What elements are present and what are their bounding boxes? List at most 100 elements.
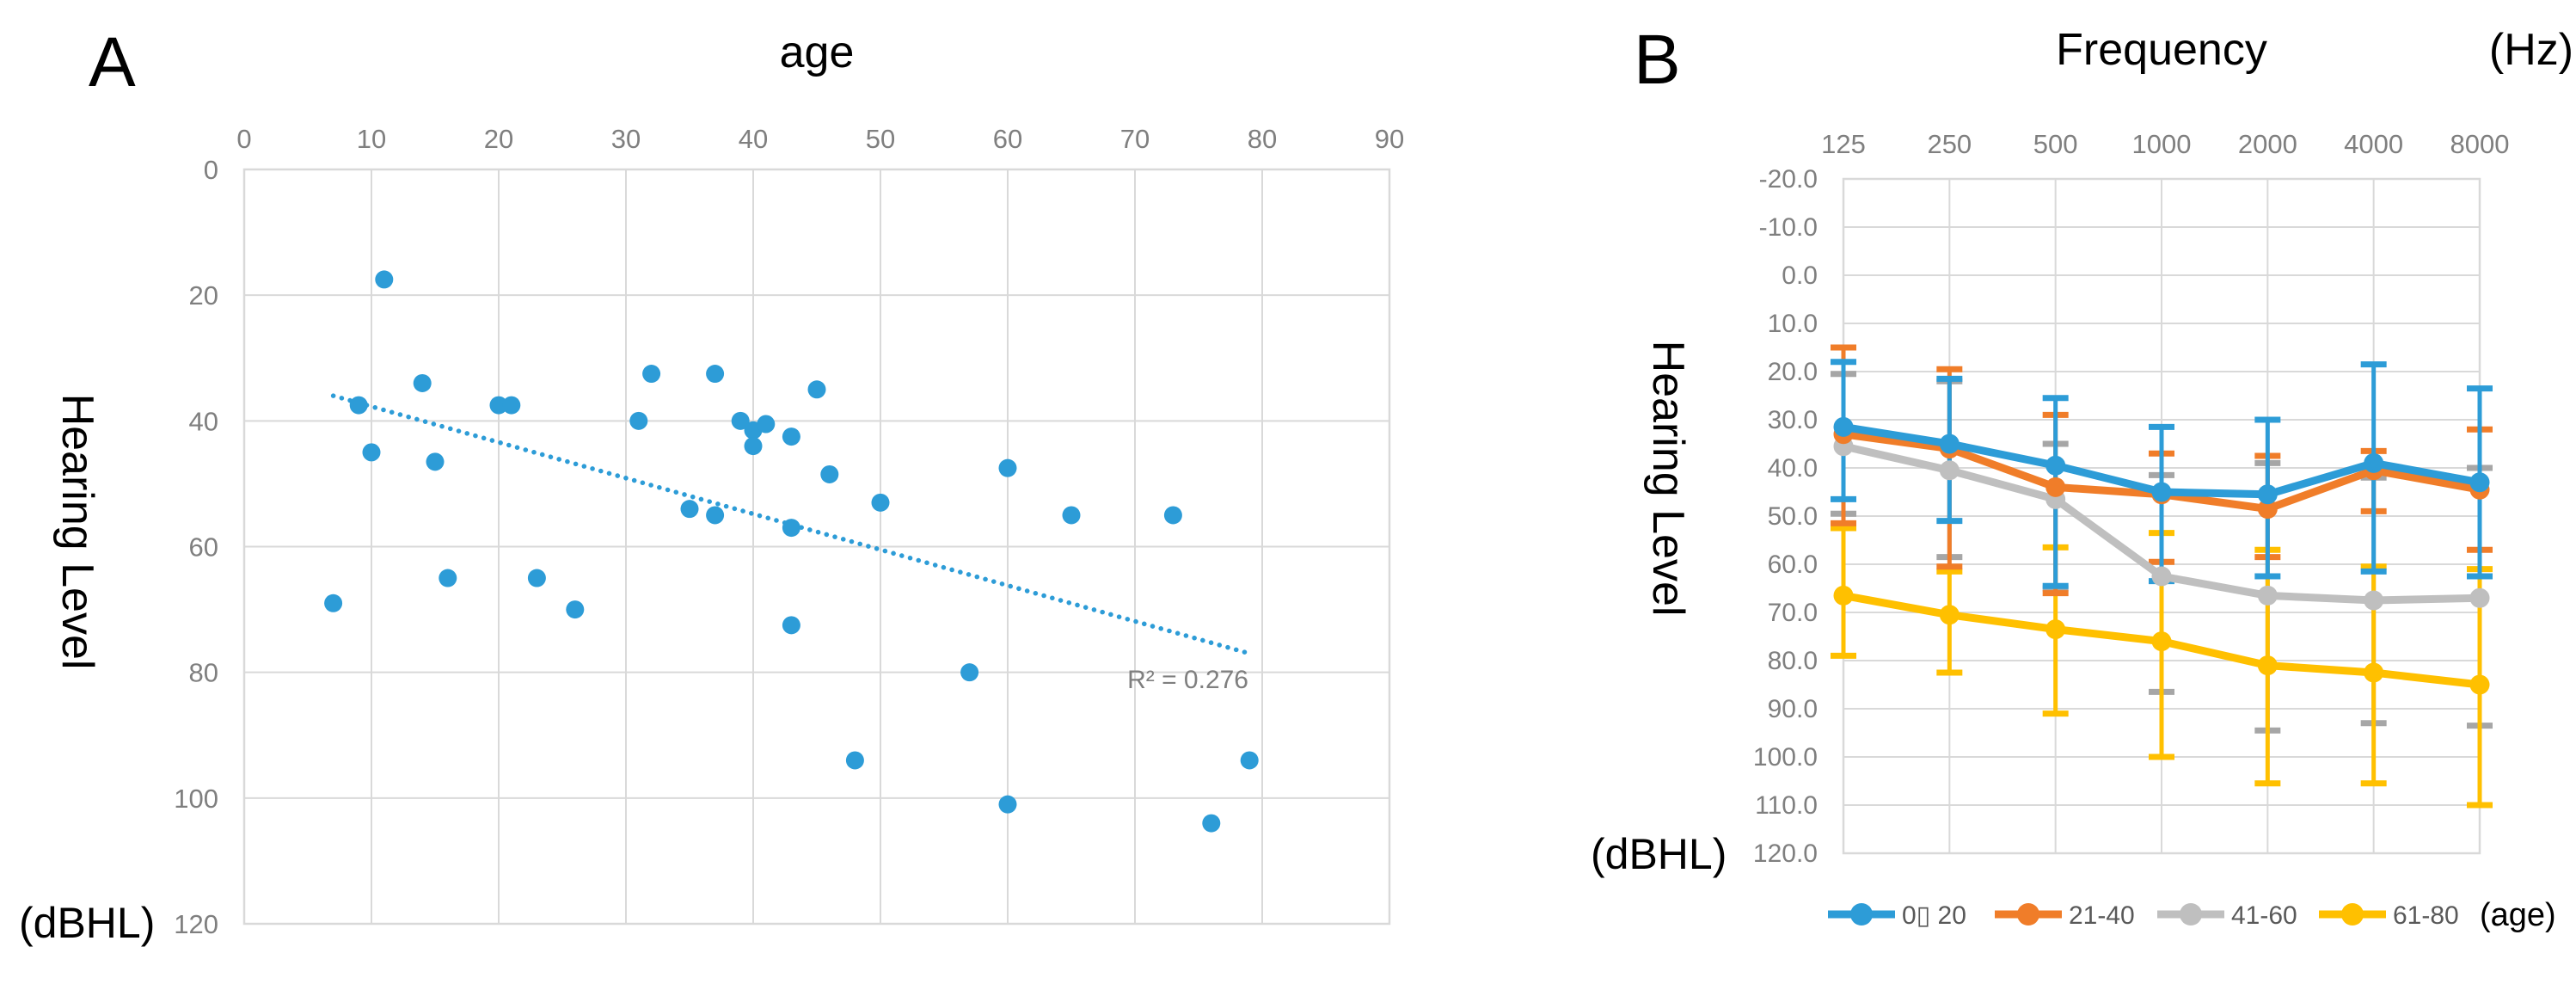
- series-yellow: [1833, 585, 2490, 695]
- scatter-point: [566, 600, 585, 619]
- series-marker: [2364, 590, 2384, 611]
- scatter-point: [324, 593, 343, 612]
- panel-b-x-tick-label: 2000: [2238, 129, 2297, 159]
- series-marker: [2151, 631, 2172, 652]
- panel-a-y-tick-label: 40: [189, 406, 218, 436]
- series-marker: [2257, 655, 2278, 676]
- scatter-point: [375, 270, 394, 289]
- panel-a-x-tick-label: 80: [1248, 124, 1277, 154]
- scatter-point: [489, 396, 508, 415]
- scatter-point: [502, 396, 521, 415]
- panel-b-y-tick-label: 80.0: [1768, 647, 1818, 675]
- scatter-point: [960, 663, 979, 682]
- scatter-point: [362, 443, 381, 462]
- series-marker: [2469, 472, 2490, 493]
- panel-a-y-tick-label: 60: [189, 532, 218, 563]
- panel-a-points: [324, 270, 1259, 833]
- series-marker: [2151, 566, 2172, 587]
- series-marker: [1833, 585, 1854, 606]
- panel-b-y-tick-label: -10.0: [1759, 213, 1818, 242]
- legend-item-yellow: 61-80: [2319, 901, 2459, 930]
- legend-marker-icon: [1850, 903, 1873, 926]
- series-marker: [2257, 499, 2278, 520]
- panel-a-y-tick-label: 100: [174, 784, 218, 814]
- scatter-point: [629, 411, 648, 430]
- series-marker: [2257, 484, 2278, 505]
- legend-item-gray: 41-60: [2157, 901, 2297, 930]
- series-marker: [2469, 674, 2490, 695]
- panel-b-y-tick-label: 100.0: [1753, 743, 1818, 772]
- series-marker: [2151, 482, 2172, 502]
- scatter-point: [426, 452, 445, 471]
- panel-b-y-tick-label: 50.0: [1768, 502, 1818, 531]
- scatter-point: [680, 500, 699, 519]
- panel-b-x-tick-label: 1000: [2132, 129, 2192, 159]
- legend-marker-icon: [2341, 903, 2364, 926]
- scatter-point: [744, 437, 763, 456]
- panel-a-y-tick-label: 20: [189, 280, 218, 311]
- panel-b-label: B: [1634, 21, 1681, 99]
- panel-a-x-tick-label: 90: [1375, 124, 1404, 154]
- panel-b-series: [1833, 416, 2490, 695]
- series-marker: [1939, 460, 1960, 481]
- panel-a-y-axis-title: Hearing Level: [52, 394, 102, 670]
- panel-b-x-tick-label: 8000: [2450, 129, 2510, 159]
- panel-a-x-axis-title: age: [780, 28, 855, 77]
- series-marker: [2364, 662, 2384, 683]
- scatter-point: [845, 751, 864, 770]
- scatter-point: [782, 427, 800, 446]
- panel-b-y-tick-label: 110.0: [1755, 791, 1818, 820]
- scatter-point: [1163, 506, 1182, 525]
- panel-b-x-axis-title: Frequency: [2056, 25, 2267, 75]
- series-marker: [1939, 605, 1960, 625]
- scatter-point: [642, 365, 661, 384]
- panel-b-y-tick-label: 20.0: [1768, 358, 1818, 386]
- panel-a-x-tick-label: 10: [357, 124, 386, 154]
- legend-label: 21-40: [2069, 901, 2135, 930]
- scatter-point: [871, 493, 890, 512]
- panel-a-y-tick-label: 120: [174, 909, 218, 939]
- series-marker: [2364, 452, 2384, 473]
- scatter-point: [1062, 506, 1081, 525]
- scatter-point: [1202, 814, 1221, 833]
- panel-a-x-tick-label: 50: [866, 124, 895, 154]
- panel-b-y-tick-label: 10.0: [1768, 310, 1818, 338]
- panel-b-y-tick-label: 70.0: [1768, 599, 1818, 627]
- scatter-point: [998, 458, 1017, 477]
- panel-b-y-tick-label: 60.0: [1768, 550, 1818, 579]
- panel-a: 0 10 20 30 40 50 60 70 80 90 0 20 40 60 80 100 120 R² = 0…: [19, 23, 1404, 947]
- series-blue: [1833, 416, 2490, 505]
- panel-b-y-axis-title: Hearing Level: [1643, 341, 1693, 617]
- panel-a-label: A: [89, 23, 136, 101]
- panel-b-x-tick-label: 500: [2033, 129, 2078, 159]
- panel-a-grid: [243, 169, 1390, 925]
- panel-b-y-tick-label: -20.0: [1759, 165, 1818, 194]
- panel-b-x-tick-label: 4000: [2344, 129, 2403, 159]
- panel-a-y-tick-label: 0: [204, 155, 218, 185]
- scatter-point: [782, 519, 800, 538]
- plot-border: [242, 168, 1391, 926]
- panel-a-x-tick-label: 60: [993, 124, 1022, 154]
- panel-b-y-tick-label: 120.0: [1753, 839, 1818, 868]
- legend-item-orange: 21-40: [1995, 901, 2135, 930]
- panel-a-x-tick-label: 70: [1120, 124, 1150, 154]
- scatter-point: [757, 415, 776, 434]
- scatter-point: [706, 365, 725, 384]
- panel-b-y-unit-label: (dBHL): [1591, 830, 1727, 878]
- r-squared-label: R² = 0.276: [1127, 666, 1248, 694]
- panel-b: 125 250 500 1000 2000 4000 8000 -20.0 -10.0 0.0 10…: [1591, 21, 2573, 933]
- series-marker: [2045, 477, 2066, 497]
- scatter-point: [731, 411, 750, 430]
- scatter-point: [527, 569, 546, 587]
- series-marker: [2257, 585, 2278, 606]
- series-marker: [2469, 587, 2490, 608]
- series-marker: [1833, 416, 1854, 437]
- panel-a-x-tick-label: 40: [739, 124, 768, 154]
- scatter-point: [706, 506, 725, 525]
- scatter-point: [998, 795, 1017, 814]
- panel-b-y-tick-label: 40.0: [1768, 454, 1818, 483]
- scatter-point: [1240, 751, 1259, 770]
- panel-a-y-unit-label: (dBHL): [19, 899, 155, 947]
- scatter-point: [439, 569, 457, 587]
